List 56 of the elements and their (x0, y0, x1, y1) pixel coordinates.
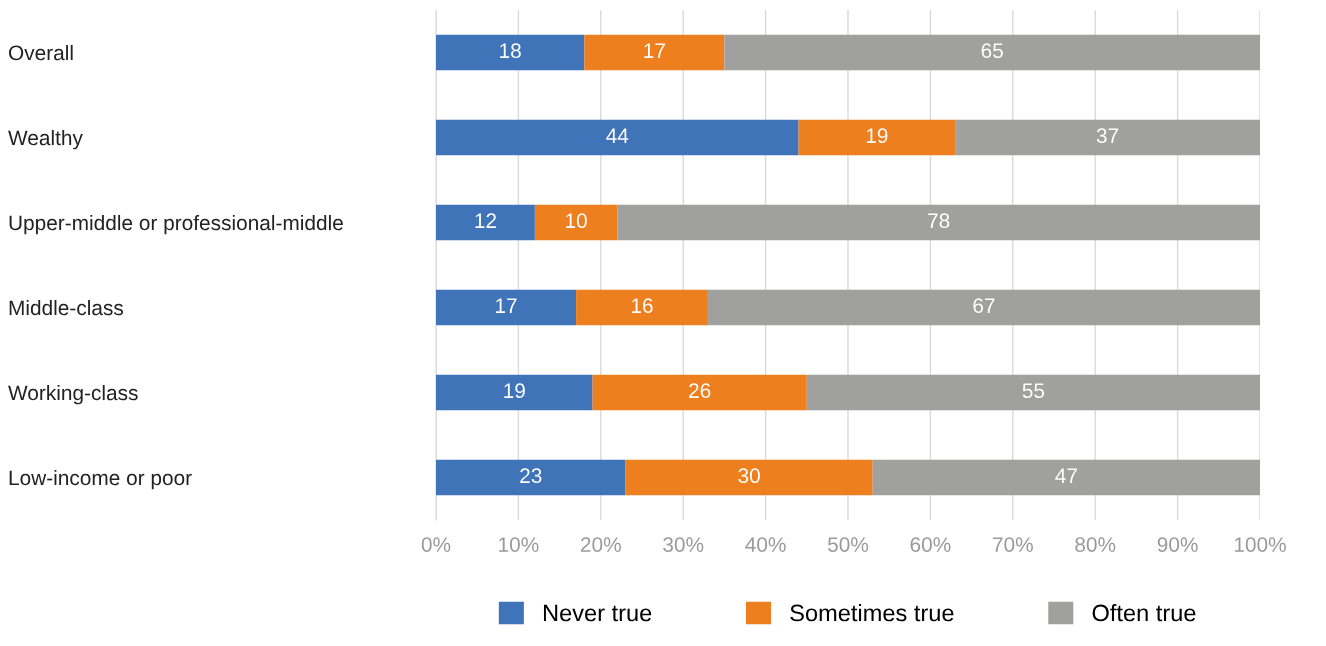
bar (707, 289, 1260, 326)
bar (592, 374, 807, 411)
y-tick-label: Low-income or poor (9, 469, 192, 490)
bar (872, 459, 1260, 496)
data-label: 47 (1055, 468, 1077, 483)
y-tick-label: Working-class (8, 384, 138, 405)
x-tick-label: 20% (581, 537, 621, 552)
data-label: 26 (689, 383, 711, 399)
data-label: 67 (973, 298, 995, 314)
y-tick-label: Middle-class (9, 299, 124, 316)
bar (806, 374, 1260, 411)
bar (724, 34, 1260, 71)
x-tick-label: 60% (910, 537, 951, 552)
x-tick-label: 50% (827, 537, 869, 552)
bar (955, 119, 1260, 156)
x-tick-label: 0% (421, 537, 451, 552)
bar (436, 374, 593, 411)
data-label: 12 (475, 213, 496, 228)
x-tick-label: 30% (663, 537, 704, 552)
y-tick-label: Overall (8, 44, 73, 61)
x-tick-label: 70% (993, 537, 1033, 552)
data-label: 37 (1096, 128, 1119, 144)
data-label: 30 (738, 468, 760, 484)
legend-label: Sometimes true (790, 603, 954, 622)
bar (436, 204, 535, 241)
x-tick-label: 80% (1075, 537, 1116, 552)
legend-label: Never true (543, 604, 652, 622)
bar (436, 119, 799, 156)
bar (576, 289, 708, 326)
data-label: 44 (606, 128, 629, 143)
data-label: 78 (928, 213, 950, 229)
bar (625, 459, 873, 496)
bar (436, 34, 585, 71)
x-tick-label: 40% (745, 537, 786, 552)
data-label: 17 (496, 298, 517, 313)
bar (617, 204, 1260, 241)
legend-label: Often true (1092, 604, 1196, 622)
data-label: 23 (520, 468, 542, 484)
bar (798, 119, 956, 156)
data-label: 19 (504, 383, 525, 399)
data-label: 19 (866, 128, 888, 144)
y-tick-label: Wealthy (8, 129, 83, 150)
bar (584, 34, 725, 71)
data-label: 18 (500, 43, 521, 59)
x-tick-label: 90% (1157, 537, 1198, 552)
bar (534, 204, 618, 241)
data-label: 10 (566, 213, 587, 229)
data-label: 17 (644, 43, 665, 58)
data-label: 55 (1022, 383, 1045, 399)
y-tick-label: Upper-middle or professional-middle (9, 214, 343, 235)
data-label: 16 (632, 298, 653, 314)
bar (436, 459, 626, 496)
data-label: 65 (981, 43, 1003, 59)
x-tick-label: 10% (499, 537, 539, 552)
x-tick-label: 100% (1234, 537, 1286, 552)
bar (436, 289, 577, 326)
